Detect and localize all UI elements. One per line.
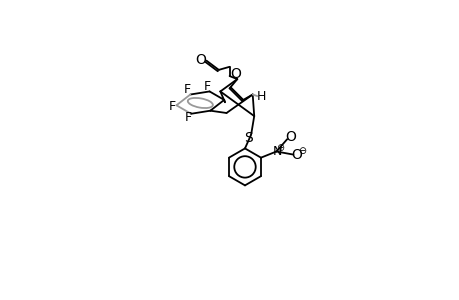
Text: O: O (291, 148, 302, 162)
Text: O: O (230, 67, 241, 81)
Text: F: F (184, 111, 191, 124)
Text: S: S (244, 130, 252, 145)
Text: F: F (203, 80, 210, 92)
Text: ⊖: ⊖ (298, 146, 306, 156)
Text: N: N (272, 145, 281, 158)
Text: O: O (285, 130, 296, 144)
Text: O: O (195, 53, 206, 67)
Text: F: F (168, 100, 176, 113)
Text: F: F (183, 83, 190, 96)
Text: ⊕: ⊕ (275, 143, 284, 153)
Text: H: H (257, 90, 266, 103)
